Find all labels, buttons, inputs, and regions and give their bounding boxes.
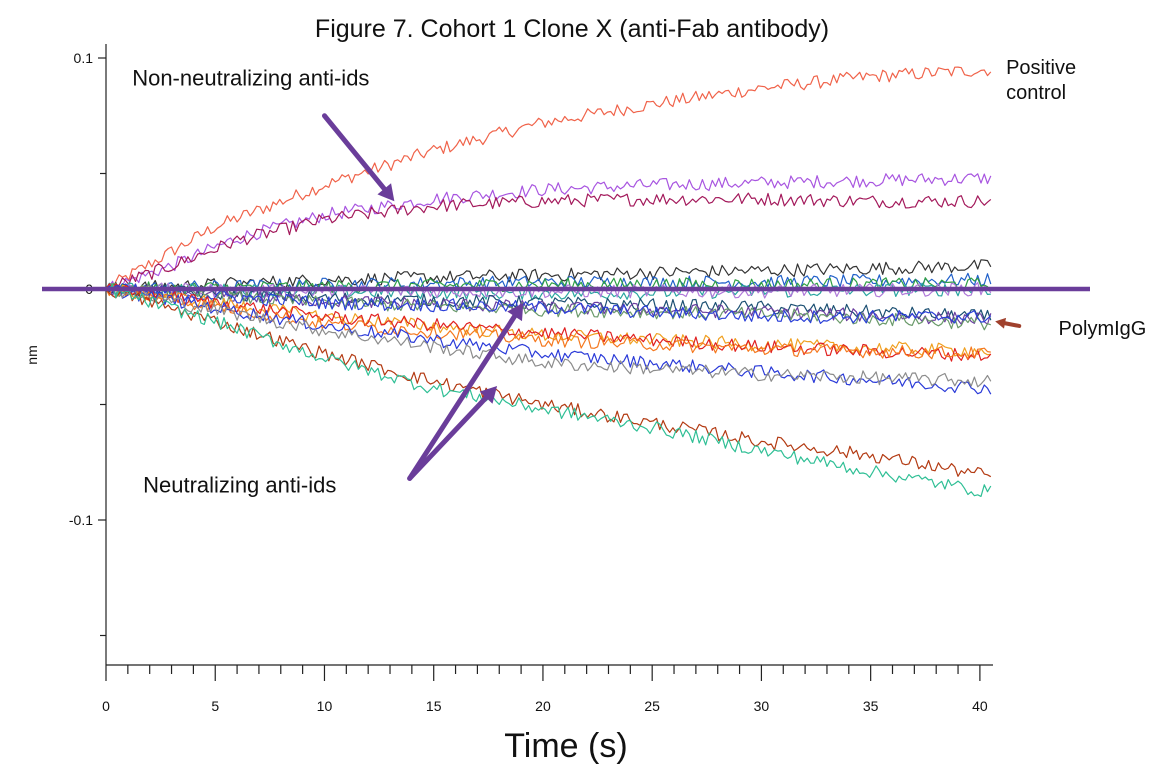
series-line-19: [105, 284, 992, 497]
annotation-polymigg-text: PolymIgG: [1059, 318, 1147, 340]
series-line-8: [105, 282, 992, 299]
x-tick-label: 40: [972, 698, 988, 714]
x-tick-label: 5: [211, 698, 219, 714]
series-line-5: [105, 272, 992, 295]
x-tick-label: 0: [102, 698, 110, 714]
series-layer: [105, 66, 992, 497]
annotation-arrow-head: [479, 386, 498, 404]
series-line-3: [105, 192, 992, 293]
annotation-arrow-head: [377, 183, 395, 202]
y-minor-ticks: [100, 172, 106, 637]
annotation-positive-control-text: control: [1006, 82, 1066, 104]
y-tick-label: 0.1: [74, 50, 94, 66]
annotation-arrow-head: [995, 317, 1007, 329]
series-line-18: [105, 288, 992, 478]
x-tick-label: 25: [644, 698, 660, 714]
chart-title: Figure 7. Cohort 1 Clone X (anti-Fab ant…: [315, 15, 829, 43]
annotation-non-neutralizing-text: Non-neutralizing anti-ids: [132, 66, 369, 91]
x-tick-label: 20: [535, 698, 551, 714]
series-line-2: [105, 173, 992, 292]
annotation-arrow-shaft: [1003, 321, 1022, 328]
series-line-1: [105, 66, 992, 290]
x-tick-label: 10: [317, 698, 333, 714]
x-tick-label: 35: [863, 698, 879, 714]
series-line-16: [105, 285, 992, 395]
x-tick-label: 15: [426, 698, 442, 714]
annotation-arrow-head: [507, 302, 524, 322]
annotation-layer: Non-neutralizing anti-ids Neutralizing an…: [132, 57, 1146, 497]
x-ticks: 0 5 10 15 20 25 30 35 40: [102, 665, 988, 714]
y-tick-label: -0.1: [69, 512, 93, 528]
x-axis-label: Time (s): [504, 727, 627, 765]
annotation-positive-control-text: Positive: [1006, 57, 1076, 79]
series-line-17: [105, 285, 992, 388]
annotation-arrow-shaft: [407, 395, 489, 481]
series-line-12: [105, 283, 992, 324]
y-axis-label: nm: [24, 345, 40, 364]
annotation-neutralizing-text: Neutralizing anti-ids: [143, 472, 336, 497]
series-line-15: [105, 284, 991, 360]
series-line-14: [105, 283, 992, 362]
annotation-arrow-shaft: [321, 113, 387, 192]
annotation-arrow-shaft: [407, 313, 518, 481]
x-tick-label: 30: [754, 698, 770, 714]
